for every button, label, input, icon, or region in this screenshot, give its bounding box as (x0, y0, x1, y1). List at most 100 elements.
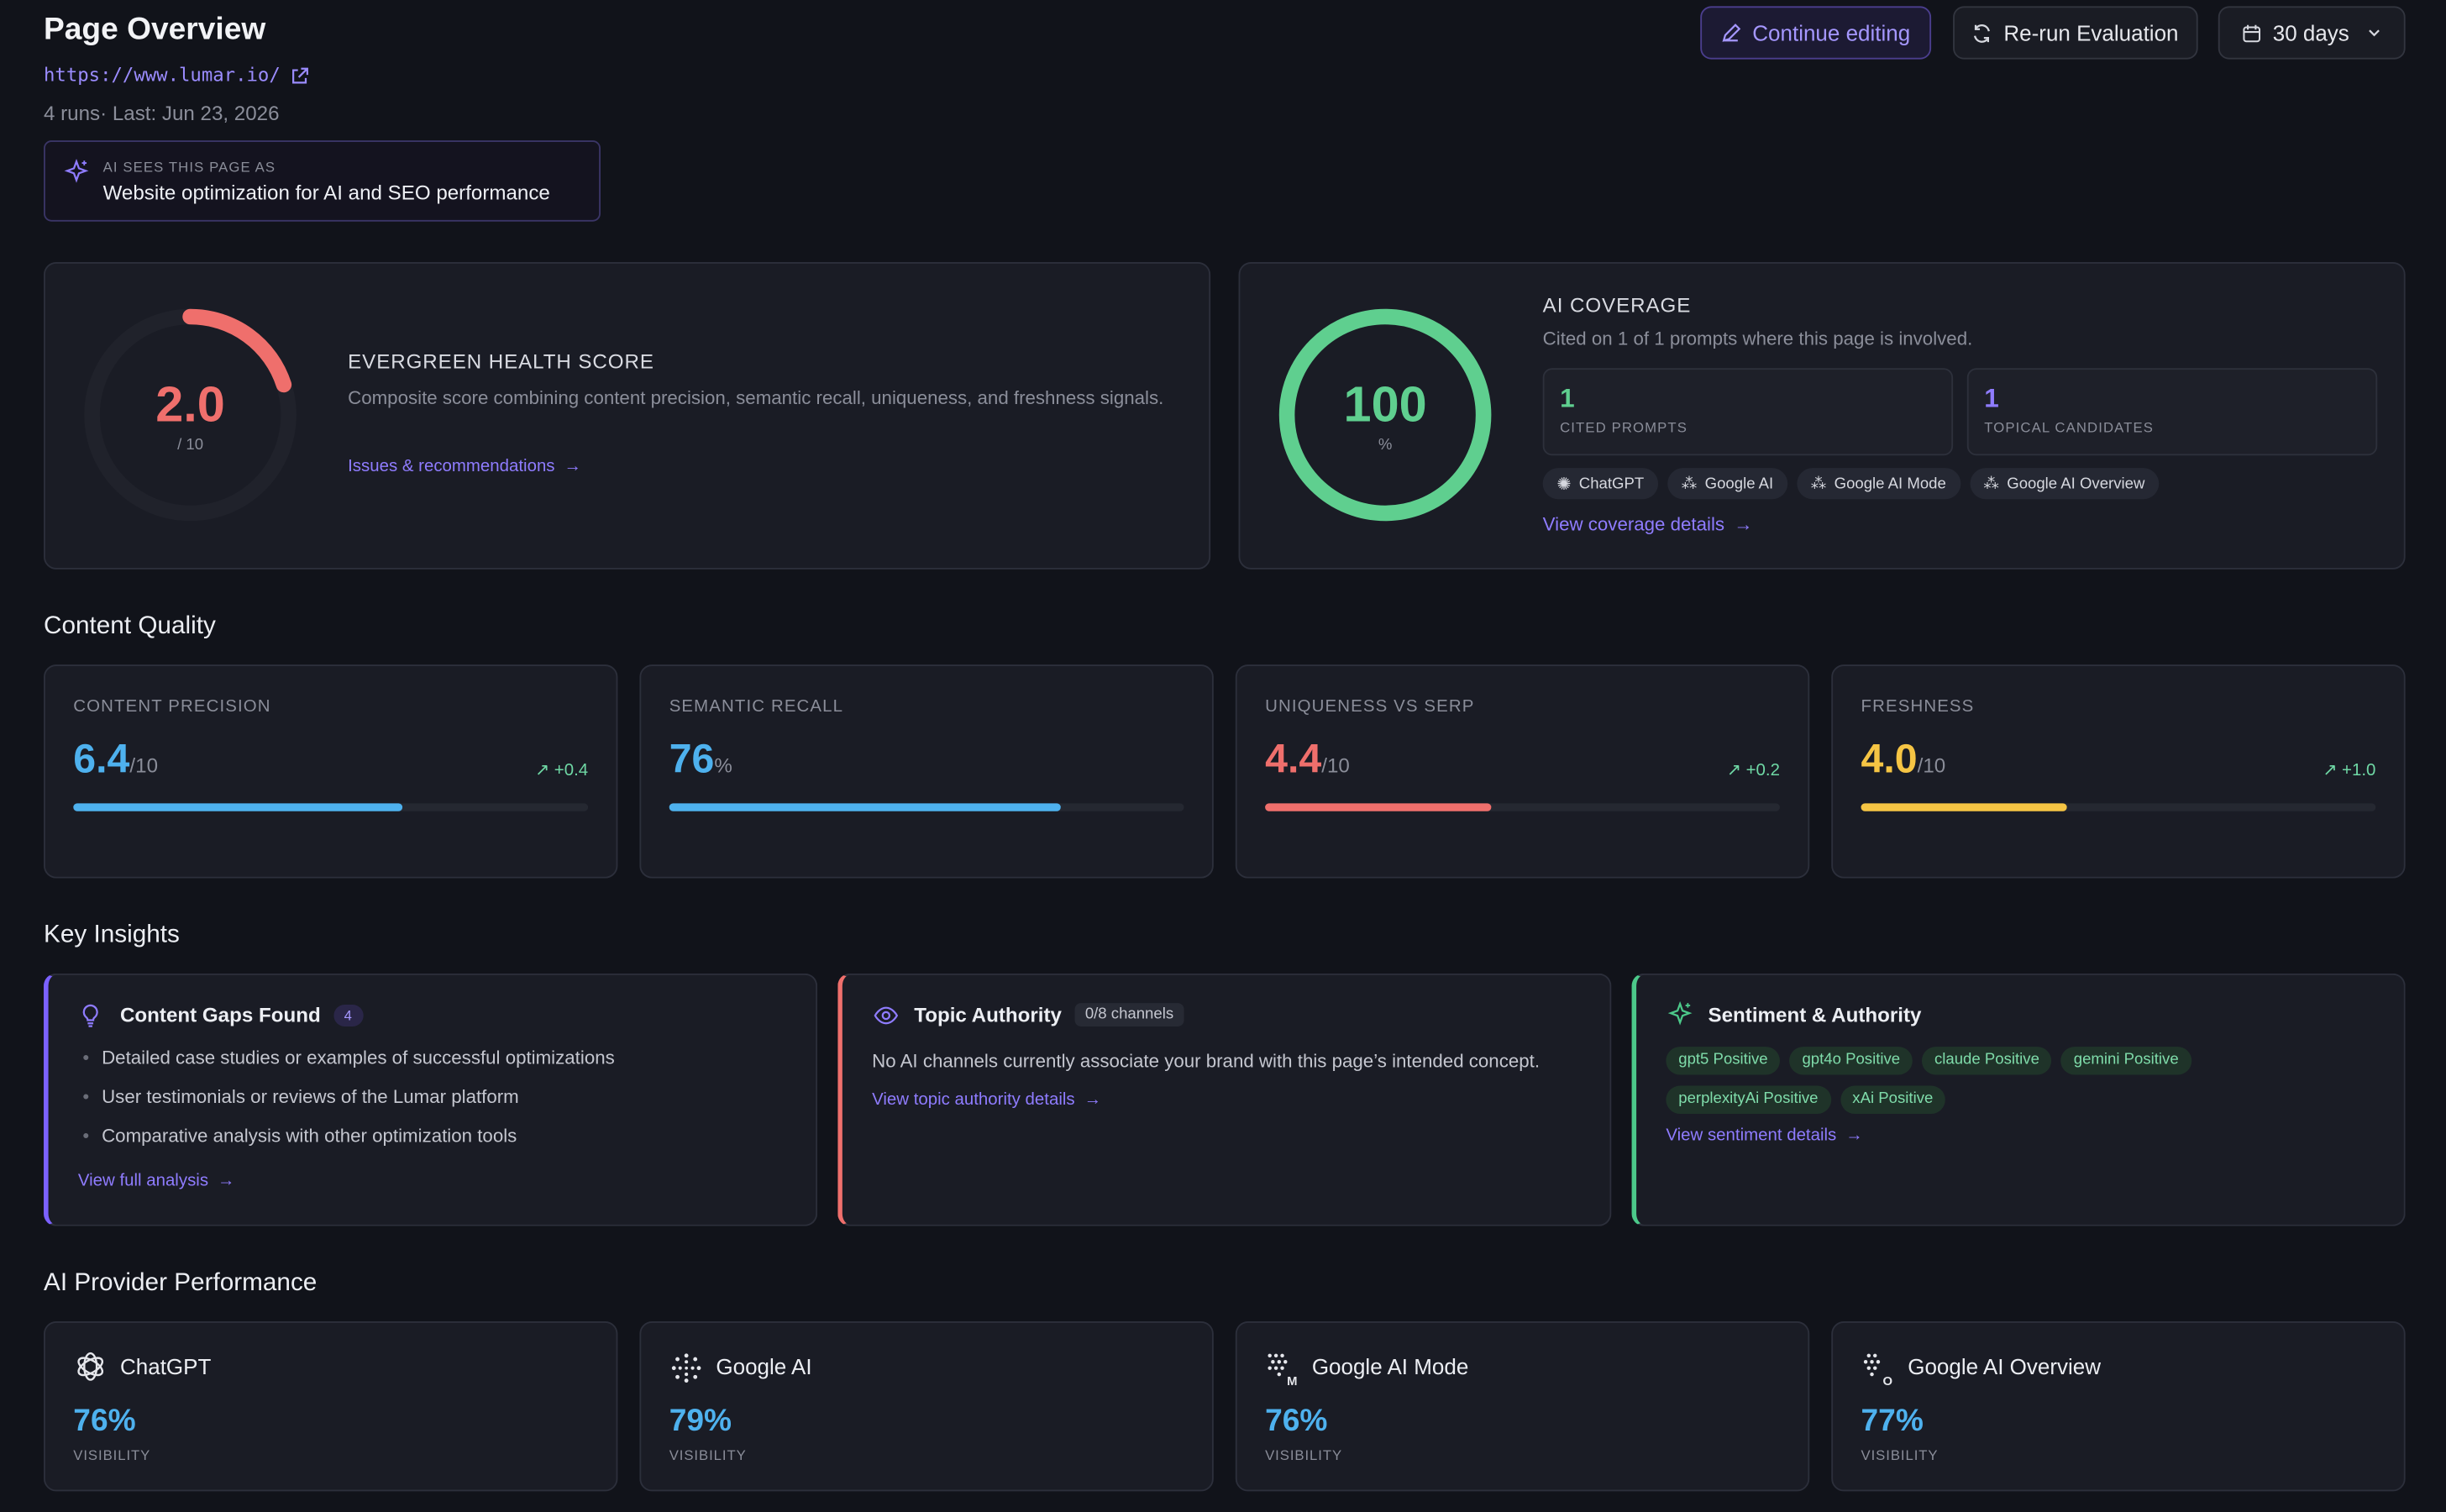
topic-authority-title: Topic Authority 0/8 channels (914, 1003, 1185, 1026)
metric-delta-value: +1.0 (2342, 760, 2376, 780)
sentiment-title-text: Sentiment & Authority (1708, 1003, 1922, 1026)
sentiment-value: Positive (1984, 1051, 2039, 1069)
provider-card-chatgpt: ChatGPT 76% VISIBILITY (43, 1320, 618, 1492)
coverage-title: AI COVERAGE (1542, 293, 1692, 317)
chip-google-ai-overview: ⁂ Google AI Overview (1969, 468, 2160, 500)
metric-delta-value: +0.2 (1745, 760, 1780, 780)
svg-text:O: O (1883, 1375, 1893, 1389)
sentiment-title: Sentiment & Authority (1709, 1003, 1922, 1026)
coverage-value: 100 (1343, 375, 1427, 433)
provider-name: ChatGPT (119, 1353, 212, 1379)
sentiment-model: gpt4o (1802, 1051, 1841, 1069)
arrow-right-icon: → (1084, 1090, 1102, 1110)
metric-number: 6.4 (73, 734, 130, 782)
date-range-select[interactable]: 30 days (2218, 6, 2406, 60)
provider-name: Google AI Mode (1311, 1353, 1469, 1379)
metric-value: 6.4/10 (73, 735, 158, 784)
refresh-icon (1972, 23, 1992, 43)
chatgpt-icon (73, 1349, 108, 1391)
rerun-evaluation-button[interactable]: Re-run Evaluation (1953, 6, 2198, 60)
arrow-right-icon: → (218, 1171, 235, 1190)
health-score-description: Composite score combining content precis… (348, 386, 1164, 409)
chip-google-ai: ⁂ Google AI (1667, 468, 1787, 500)
metric-unit: /10 (1917, 753, 1946, 777)
sentiment-value: Positive (1713, 1051, 1768, 1069)
ai-coverage-card: 100 % AI COVERAGE Cited on 1 of 1 prompt… (1238, 261, 2406, 570)
metric-bar-fill (1265, 803, 1492, 811)
sentiment-chips-row-1: gpt5 Positive gpt4o Positive claude Positi… (1666, 1043, 2200, 1075)
provider-visibility-label: VISIBILITY (1265, 1447, 1343, 1463)
metric-bar (1265, 803, 1780, 811)
metric-bar (669, 803, 1184, 811)
topical-candidates-box: 1 TOPICAL CANDIDATES (1966, 368, 2378, 456)
rerun-label: Re-run Evaluation (2003, 20, 2179, 45)
metric-label: UNIQUENESS VS SERP (1265, 697, 1475, 717)
topic-authority-badge: 0/8 channels (1073, 1003, 1185, 1026)
view-sentiment-link[interactable]: View sentiment details → (1666, 1126, 1862, 1145)
topical-candidates-label: TOPICAL CANDIDATES (1984, 419, 2155, 436)
provider-visibility-value: 76% (73, 1404, 136, 1439)
google-ai-mode-icon: ⁂ (1810, 475, 1827, 492)
cited-prompts-box: 1 CITED PROMPTS (1542, 368, 1954, 456)
sentiment-value: Positive (1763, 1090, 1819, 1108)
coverage-chips: ✺ ChatGPT ⁂ Google AI ⁂ Google AI Mode ⁂ Goo… (1542, 468, 2169, 500)
runs-info: 4 runs· Last: Jun 23, 2026 (43, 101, 280, 125)
metric-bar (73, 803, 589, 811)
continue-editing-label: Continue editing (1752, 20, 1911, 45)
gap-item: User testimonials or reviews of the Luma… (82, 1086, 519, 1108)
page-title: Page Overview (43, 12, 266, 47)
sentiment-chips-row-2: perplexityAi Positive xAi Positive (1666, 1083, 1955, 1114)
sentiment-model: claude (1934, 1051, 1981, 1069)
trend-up-icon: ↗ (535, 761, 550, 780)
metric-bar-fill (669, 803, 1061, 811)
arrow-right-icon: → (1845, 1126, 1863, 1146)
cited-prompts-label: CITED PROMPTS (1560, 419, 1688, 436)
continue-editing-button[interactable]: Continue editing (1700, 6, 1932, 60)
gap-item: Detailed case studies or examples of suc… (82, 1047, 615, 1068)
chip-google-ai-overview-label: Google AI Overview (2007, 475, 2145, 492)
chip-google-ai-label: Google AI (1704, 475, 1774, 492)
health-score-title: EVERGREEN HEALTH SCORE (348, 349, 654, 373)
view-coverage-link[interactable]: View coverage details → (1543, 513, 1753, 535)
metric-number: 4.4 (1265, 734, 1322, 782)
sentiment-value: Positive (1878, 1090, 1934, 1108)
provider-name: Google AI Overview (1908, 1353, 2102, 1379)
sentiment-model: gemini (2073, 1051, 2120, 1069)
provider-card-google-ai: Google AI 79% VISIBILITY (639, 1320, 1214, 1492)
chip-google-ai-mode-label: Google AI Mode (1834, 475, 1946, 492)
sentiment-value: Positive (1845, 1051, 1901, 1069)
chevron-down-icon (2366, 25, 2382, 41)
metric-number: 4.0 (1861, 734, 1918, 782)
provider-visibility-value: 76% (1265, 1404, 1328, 1439)
metric-unit: % (714, 753, 732, 777)
google-ai-icon: ⁂ (1681, 475, 1698, 492)
metric-card-freshness: FRESHNESS 4.0/10 ↗ +1.0 (1831, 664, 2406, 879)
sentiment-authority-card: Sentiment & Authority gpt5 Positive gpt4o… (1631, 973, 2406, 1226)
view-topic-authority-link[interactable]: View topic authority details → (872, 1090, 1101, 1109)
sentiment-value: Positive (2123, 1051, 2179, 1069)
sentiment-model: gpt5 (1678, 1051, 1709, 1069)
page-url-link[interactable]: https://www.lumar.io/ (44, 64, 308, 86)
content-quality-heading: Content Quality (43, 612, 216, 640)
cited-prompts-value: 1 (1560, 383, 1575, 414)
metric-card-content-precision: CONTENT PRECISION 6.4/10 ↗ +0.4 (43, 664, 618, 879)
view-sentiment-label: View sentiment details (1666, 1126, 1837, 1146)
google-ai-icon (669, 1351, 704, 1393)
page-url: https://www.lumar.io/ (43, 64, 281, 87)
topic-authority-card: Topic Authority 0/8 channels No AI chann… (837, 973, 1612, 1226)
lightbulb-icon (80, 1003, 102, 1036)
sentiment-model: xAi (1852, 1090, 1875, 1108)
provider-visibility-label: VISIBILITY (669, 1447, 747, 1463)
metric-label: SEMANTIC RECALL (669, 697, 844, 717)
coverage-gauge (1278, 308, 1492, 522)
provider-visibility-label: VISIBILITY (73, 1447, 151, 1463)
google-ai-overview-icon: O (1861, 1351, 1899, 1396)
health-score-gauge (84, 308, 297, 522)
view-full-analysis-link[interactable]: View full analysis → (78, 1172, 235, 1190)
metric-bar-fill (1861, 803, 2067, 811)
issues-recommendations-link[interactable]: Issues & recommendations → (348, 457, 581, 475)
topical-candidates-value: 1 (1984, 383, 1999, 414)
metric-delta-value: +0.4 (554, 760, 589, 780)
ai-sees-value: Website optimization for AI and SEO perf… (102, 181, 550, 205)
ai-sees-box: AI SEES THIS PAGE AS Website optimizatio… (43, 140, 601, 222)
